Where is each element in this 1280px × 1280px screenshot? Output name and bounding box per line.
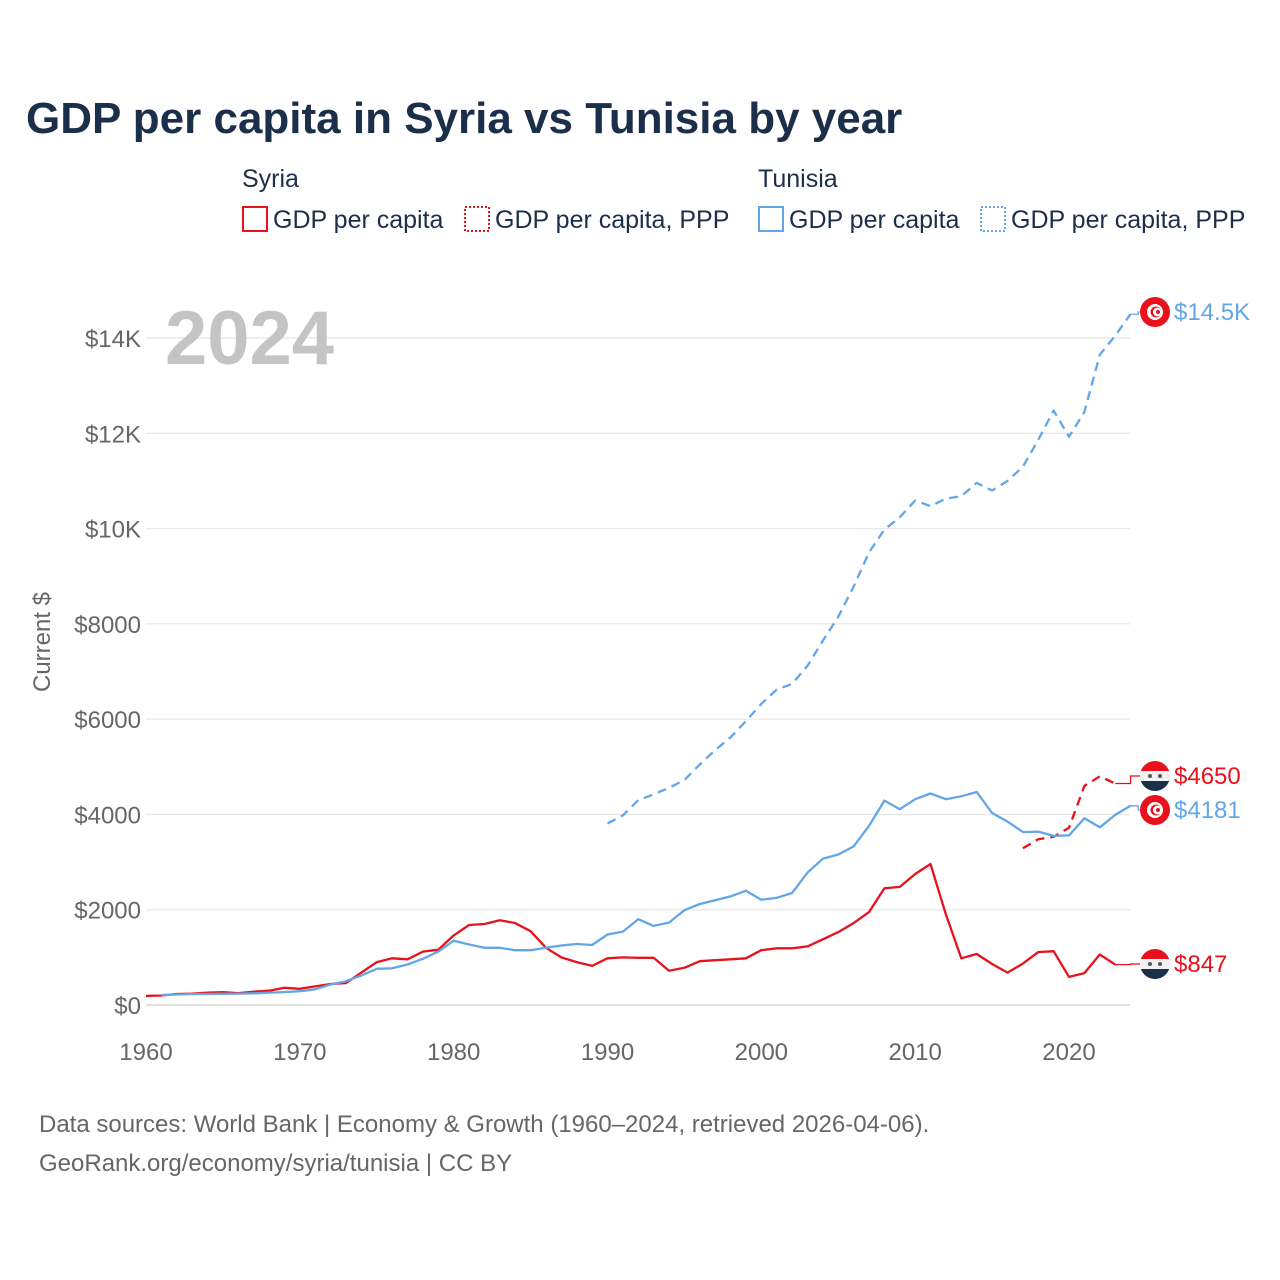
label-leader xyxy=(1130,805,1140,811)
y-tick-label: $0 xyxy=(114,993,141,1020)
tunisia-flag-icon xyxy=(1140,795,1170,825)
end-labels: $847 $4650 $4181 $14.5K xyxy=(1115,297,1250,979)
y-tick-label: $2000 xyxy=(74,898,141,925)
y-tick-label: $14K xyxy=(85,326,141,353)
x-tick-label: 2000 xyxy=(735,1039,788,1066)
legend-swatch-syria-gdp xyxy=(242,206,268,232)
x-tick-label: 1960 xyxy=(119,1039,172,1066)
x-tick-label: 2020 xyxy=(1042,1039,1095,1066)
legend-item-syria-ppp[interactable]: GDP per capita, PPP xyxy=(495,206,729,234)
x-tick-label: 2010 xyxy=(888,1039,941,1066)
x-tick-label: 1990 xyxy=(581,1039,634,1066)
series-line-syria-gdp-per-capita-ppp[interactable] xyxy=(1022,775,1116,850)
y-tick-label: $12K xyxy=(85,421,141,448)
x-tick-label: 1980 xyxy=(427,1039,480,1066)
y-tick-label: $10K xyxy=(85,517,141,544)
tunisia-flag-icon xyxy=(1140,297,1170,327)
end-value-label: $4650 xyxy=(1174,763,1241,790)
label-leader xyxy=(1130,311,1140,315)
footer-source: Data sources: World Bank | Economy & Gro… xyxy=(39,1111,929,1138)
y-axis-label: Current $ xyxy=(29,592,56,692)
y-tick-label: $6000 xyxy=(74,707,141,734)
syria-flag-icon xyxy=(1140,949,1170,979)
y-tick-label: $8000 xyxy=(74,612,141,639)
y-axis-ticks: $0 $2000 $4000 $6000 $8000 $10K $12K $14K xyxy=(74,326,141,1020)
legend-swatch-syria-ppp xyxy=(464,206,490,232)
legend-item-tunisia-ppp[interactable]: GDP per capita, PPP xyxy=(1011,206,1245,234)
series-line-tunisia-gdp-per-capita-ppp[interactable] xyxy=(606,313,1132,825)
gridlines xyxy=(146,337,1130,1006)
legend-swatch-tunisia-ppp xyxy=(980,206,1006,232)
legend-swatch-tunisia-gdp xyxy=(758,206,784,232)
series-lines xyxy=(145,313,1132,998)
end-value-label: $4181 xyxy=(1174,797,1241,824)
x-axis-ticks: 1960 1970 1980 1990 2000 2010 2020 xyxy=(119,1039,1095,1066)
end-value-label: $14.5K xyxy=(1174,299,1250,326)
legend-group-tunisia: Tunisia xyxy=(758,165,838,193)
legend-group-syria: Syria xyxy=(242,165,299,193)
series-line-syria-gdp-per-capita[interactable] xyxy=(145,862,1116,998)
legend-item-syria-gdp[interactable]: GDP per capita xyxy=(273,206,444,234)
footer-link[interactable]: GeoRank.org/economy/syria/tunisia | CC B… xyxy=(39,1150,512,1177)
x-tick-label: 1970 xyxy=(273,1039,326,1066)
label-leader xyxy=(1115,775,1140,785)
y-tick-label: $4000 xyxy=(74,802,141,829)
legend-item-tunisia-gdp[interactable]: GDP per capita xyxy=(789,206,960,234)
syria-flag-icon xyxy=(1140,761,1170,791)
legend: Syria GDP per capita GDP per capita, PPP… xyxy=(242,165,1245,234)
label-leader xyxy=(1115,963,1140,966)
end-value-label: $847 xyxy=(1174,951,1227,978)
series-line-tunisia-gdp-per-capita[interactable] xyxy=(161,790,1132,997)
chart-title: GDP per capita in Syria vs Tunisia by ye… xyxy=(26,94,902,143)
current-year-label: 2024 xyxy=(165,296,334,381)
